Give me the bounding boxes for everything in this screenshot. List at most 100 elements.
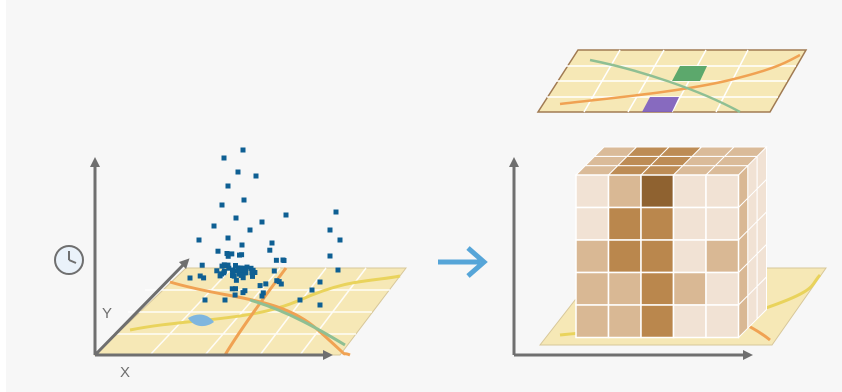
data-point xyxy=(247,227,253,233)
cube-front-cell xyxy=(705,239,740,274)
data-point xyxy=(232,292,238,298)
data-point xyxy=(244,264,250,270)
data-point xyxy=(283,212,289,218)
data-point xyxy=(249,270,255,276)
data-point xyxy=(211,223,217,229)
data-point xyxy=(242,288,248,294)
data-point xyxy=(231,273,237,279)
data-point xyxy=(250,273,255,279)
data-point xyxy=(259,219,265,225)
space-time-cube xyxy=(574,145,768,339)
data-point xyxy=(233,286,238,292)
data-point xyxy=(317,279,323,285)
cube-side-cell xyxy=(756,275,767,321)
data-point xyxy=(222,297,228,303)
data-point xyxy=(229,286,235,292)
data-point xyxy=(197,273,203,279)
cube-front-cell xyxy=(607,271,642,306)
data-point xyxy=(215,248,221,254)
cube-front-cell xyxy=(607,304,642,339)
data-point xyxy=(226,265,232,271)
data-point xyxy=(199,262,205,268)
data-point xyxy=(317,302,323,308)
cube-front-cell xyxy=(640,239,675,274)
cube-front-cell xyxy=(640,206,675,241)
data-point xyxy=(219,202,225,208)
data-point xyxy=(280,257,286,263)
data-point xyxy=(221,268,227,274)
data-point xyxy=(269,240,275,246)
summary-map-plane xyxy=(536,49,808,114)
cube-front-cell xyxy=(607,239,642,274)
data-point xyxy=(233,215,239,221)
cube-front-cell xyxy=(672,174,707,209)
right-axes xyxy=(509,157,753,360)
clock-icon xyxy=(54,245,84,275)
data-point xyxy=(327,253,333,259)
data-point xyxy=(187,275,193,281)
cube-front-cell xyxy=(575,206,610,241)
cube-front-cell xyxy=(575,304,610,339)
left-axes xyxy=(90,157,333,360)
x-axis-label: X xyxy=(120,364,131,381)
data-point xyxy=(333,209,339,215)
cube-front-cell xyxy=(607,174,642,209)
cube-front-cell xyxy=(672,304,707,339)
point-cloud xyxy=(187,147,343,308)
data-point xyxy=(267,247,273,253)
data-point xyxy=(271,268,277,274)
y-axis-label: Y xyxy=(102,305,113,322)
data-point xyxy=(337,237,343,243)
data-point xyxy=(327,227,333,233)
data-point xyxy=(196,237,202,243)
data-point xyxy=(202,297,208,303)
data-point xyxy=(221,155,227,161)
cube-front-cell xyxy=(705,206,740,241)
cube-front-cell xyxy=(575,271,610,306)
data-point xyxy=(238,272,244,278)
data-point xyxy=(297,297,303,303)
data-point xyxy=(309,287,315,293)
data-point xyxy=(235,268,241,274)
cube-front-cell xyxy=(672,206,707,241)
data-point xyxy=(225,183,231,189)
cube-front-cell xyxy=(640,174,675,209)
data-point xyxy=(237,252,242,258)
cube-front-cell xyxy=(705,174,740,209)
data-point xyxy=(335,267,341,273)
cube-front-cell xyxy=(607,206,642,241)
data-point xyxy=(233,277,239,283)
cube-front-cell xyxy=(640,304,675,339)
data-point xyxy=(201,275,207,281)
right-arrow-icon xyxy=(438,246,488,278)
data-point xyxy=(224,251,230,256)
data-point xyxy=(263,281,269,287)
data-point xyxy=(230,268,236,274)
data-point xyxy=(259,293,265,299)
data-point xyxy=(278,281,284,287)
data-point xyxy=(225,262,231,268)
cube-front-cell xyxy=(705,271,740,306)
data-point xyxy=(214,268,220,274)
data-point xyxy=(225,235,231,241)
data-point xyxy=(235,169,241,175)
cube-front-cell xyxy=(672,271,707,306)
data-point xyxy=(239,242,245,248)
data-point xyxy=(229,251,235,257)
data-point xyxy=(240,147,246,153)
data-point xyxy=(241,197,247,203)
data-point xyxy=(273,257,279,263)
cube-front-cell xyxy=(705,304,740,339)
data-point xyxy=(221,262,227,268)
cube-front-cell xyxy=(575,174,610,209)
cube-front-cell xyxy=(672,239,707,274)
data-point xyxy=(233,263,238,268)
data-point xyxy=(253,173,259,179)
cube-front-cell xyxy=(640,271,675,306)
cube-front-cell xyxy=(575,239,610,274)
data-point xyxy=(260,290,266,296)
left-map-plane xyxy=(93,267,408,357)
data-point xyxy=(225,253,231,259)
